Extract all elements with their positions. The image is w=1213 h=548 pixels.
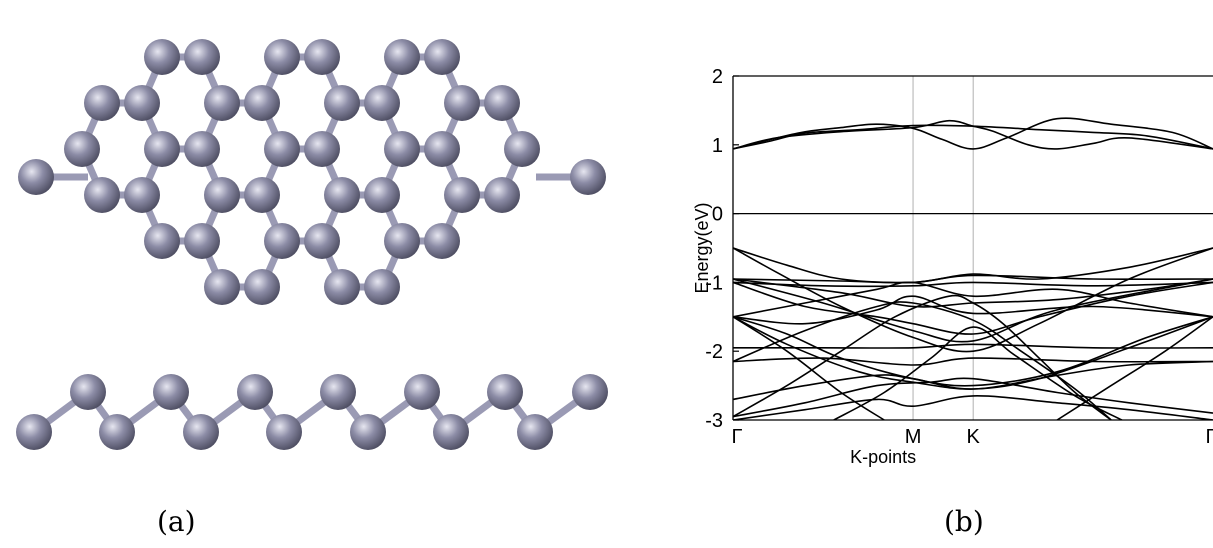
atom — [324, 85, 360, 121]
atom — [64, 131, 100, 167]
atom — [99, 414, 135, 450]
atom — [424, 131, 460, 167]
atom — [572, 374, 608, 410]
x-tick-label: K — [967, 426, 981, 448]
atom — [183, 414, 219, 450]
y-tick-label: 0 — [712, 204, 723, 226]
atom — [18, 159, 54, 195]
x-tick-label: Γ — [731, 426, 742, 448]
x-tick-label: M — [905, 426, 922, 448]
x-tick-label: Γ — [1205, 426, 1213, 448]
band-16 — [733, 395, 1213, 420]
caption-b: (b) — [944, 505, 984, 538]
y-tick-label: 1 — [712, 135, 723, 157]
atom — [444, 177, 480, 213]
atom — [184, 131, 220, 167]
atom — [84, 177, 120, 213]
band-1 — [733, 119, 1213, 150]
y-tick-label: 2 — [712, 66, 723, 88]
atom — [264, 39, 300, 75]
atom — [304, 223, 340, 259]
atom — [237, 374, 273, 410]
atom — [487, 374, 523, 410]
atom — [484, 177, 520, 213]
band-structure-chart: 2 1 0 -1 -2 -3 Γ M K Γ K-points Energy(eV) — [692, 66, 1213, 467]
atom — [144, 223, 180, 259]
atoms-top-view — [18, 39, 606, 305]
bands — [733, 117, 1213, 420]
band-7 — [733, 281, 1213, 288]
y-tick-label: -3 — [705, 410, 723, 432]
band-22 — [733, 278, 1213, 308]
atom — [204, 269, 240, 305]
band-14 — [733, 360, 1213, 401]
band-13 — [733, 357, 1213, 366]
atom — [384, 131, 420, 167]
band-23 — [733, 301, 1112, 420]
y-tick-label: -2 — [705, 341, 723, 363]
atom — [16, 414, 52, 450]
atom — [570, 159, 606, 195]
atom — [320, 374, 356, 410]
band-19 — [733, 294, 1112, 420]
atom — [144, 39, 180, 75]
atom — [433, 414, 469, 450]
atom — [304, 131, 340, 167]
y-tick-label: -1 — [705, 272, 723, 294]
atom — [384, 39, 420, 75]
atom — [517, 414, 553, 450]
band-15 — [733, 377, 1213, 418]
atom — [324, 269, 360, 305]
molecule-structure — [16, 39, 608, 450]
y-axis-label: Energy(eV) — [692, 202, 712, 293]
atom — [264, 223, 300, 259]
atom — [144, 131, 180, 167]
atom — [324, 177, 360, 213]
atom — [364, 269, 400, 305]
side-view-chain — [16, 374, 608, 450]
atom — [70, 374, 106, 410]
band-11 — [733, 316, 1213, 387]
atom — [204, 177, 240, 213]
atom — [364, 177, 400, 213]
band-21 — [733, 281, 1213, 335]
atom — [424, 39, 460, 75]
atom — [244, 85, 280, 121]
band-2 — [733, 117, 1213, 150]
atom — [124, 177, 160, 213]
atom — [404, 374, 440, 410]
atom — [244, 269, 280, 305]
band-20 — [833, 326, 1123, 420]
atom — [264, 131, 300, 167]
band-8 — [733, 281, 1213, 318]
atom — [266, 414, 302, 450]
atom — [184, 223, 220, 259]
atom — [84, 85, 120, 121]
atom — [364, 85, 400, 121]
atom — [244, 177, 280, 213]
atom — [504, 131, 540, 167]
atom — [124, 85, 160, 121]
band-5 — [733, 274, 1213, 284]
atom — [444, 85, 480, 121]
band-12 — [733, 343, 1213, 349]
band-3 — [733, 247, 1213, 284]
band-18 — [1056, 316, 1213, 420]
x-axis-label: K-points — [850, 447, 916, 467]
atom — [304, 39, 340, 75]
band-9 — [733, 295, 1213, 325]
atom — [384, 223, 420, 259]
atom — [204, 85, 240, 121]
atom — [184, 39, 220, 75]
atom — [424, 223, 460, 259]
atom — [484, 85, 520, 121]
caption-a: (a) — [157, 505, 196, 538]
atom — [153, 374, 189, 410]
atom — [350, 414, 386, 450]
